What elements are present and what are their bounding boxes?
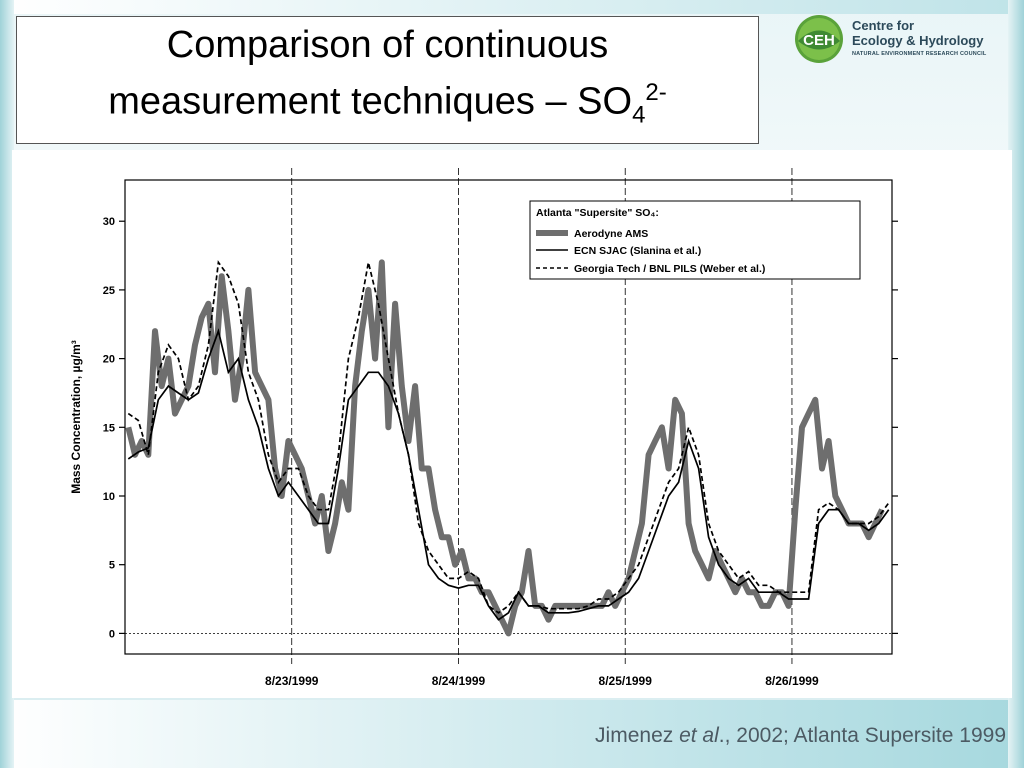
ceh-logo: CEH Centre for Ecology & Hydrology NATUR… — [792, 12, 1007, 68]
y-tick-label-25: 25 — [103, 285, 115, 297]
right-edge — [1008, 0, 1024, 768]
x-tick-label-1: 8/24/1999 — [432, 674, 486, 688]
series-ams-line — [125, 259, 885, 637]
bottom-band — [0, 700, 1024, 768]
y-axis: 0 5 10 15 20 25 30 — [103, 216, 898, 640]
series-layer — [125, 259, 890, 637]
y-axis-label: Mass Concentration, µg/m³ — [69, 340, 83, 494]
y-tick-label-15: 15 — [103, 422, 115, 434]
logo-line-1: Centre for — [852, 18, 915, 33]
legend-label-sjac: ECN SJAC (Slanina et al.) — [574, 245, 701, 257]
caption-etal: et al — [679, 724, 719, 747]
legend-label-ams: Aerodyne AMS — [574, 228, 648, 240]
ceh-logo-icon: CEH — [795, 15, 843, 63]
y-tick-label-0: 0 — [109, 628, 115, 640]
legend-title: Atlanta "Supersite" SO₄: — [536, 207, 659, 219]
title-subscript: 4 — [632, 101, 646, 129]
slide-title: Comparison of continuous measurement tec… — [16, 16, 759, 144]
legend: Atlanta "Supersite" SO₄: Aerodyne AMS EC… — [529, 200, 861, 280]
top-band — [0, 0, 1024, 14]
x-tick-label-0: 8/23/1999 — [265, 674, 319, 688]
title-line-2: measurement techniques – SO42- — [108, 69, 667, 139]
citation-caption: Jimenez et al., 2002; Atlanta Supersite … — [595, 724, 1006, 748]
series-pils-line — [127, 260, 890, 614]
plot-frame — [124, 179, 893, 655]
logo-line-3: NATURAL ENVIRONMENT RESEARCH COUNCIL — [852, 51, 987, 57]
y-tick-label-20: 20 — [103, 354, 115, 366]
caption-rest: ., 2002; Atlanta Supersite 1999 — [718, 724, 1006, 747]
so4-chart: 0 5 10 15 20 25 30 8/23/1999 8/24/1999 8/25/1999… — [69, 168, 898, 688]
logo-text: Centre for Ecology & Hydrology NATURAL E… — [852, 18, 986, 57]
chart-panel: 0 5 10 15 20 25 30 8/23/1999 8/24/1999 8/25/1999… — [12, 150, 1012, 698]
x-tick-label-2: 8/25/1999 — [599, 674, 653, 688]
x-axis: 8/23/1999 8/24/1999 8/25/1999 8/26/1999 — [265, 674, 819, 688]
title-main-text: measurement techniques – SO — [108, 80, 633, 123]
left-edge — [0, 0, 14, 768]
legend-box — [529, 200, 861, 280]
y-tick-label-30: 30 — [103, 216, 115, 228]
logo-line-2: Ecology & Hydrology — [852, 33, 984, 48]
title-line-1: Comparison of continuous — [166, 23, 609, 66]
title-superscript: 2- — [645, 78, 667, 106]
series-sjac-line — [127, 328, 890, 621]
x-tick-label-3: 8/26/1999 — [765, 674, 819, 688]
logo-mark: CEH — [803, 32, 835, 49]
y-tick-label-5: 5 — [109, 560, 115, 572]
legend-label-pils: Georgia Tech / BNL PILS (Weber et al.) — [574, 263, 765, 275]
y-tick-label-10: 10 — [103, 491, 115, 503]
caption-author: Jimenez — [595, 724, 680, 747]
